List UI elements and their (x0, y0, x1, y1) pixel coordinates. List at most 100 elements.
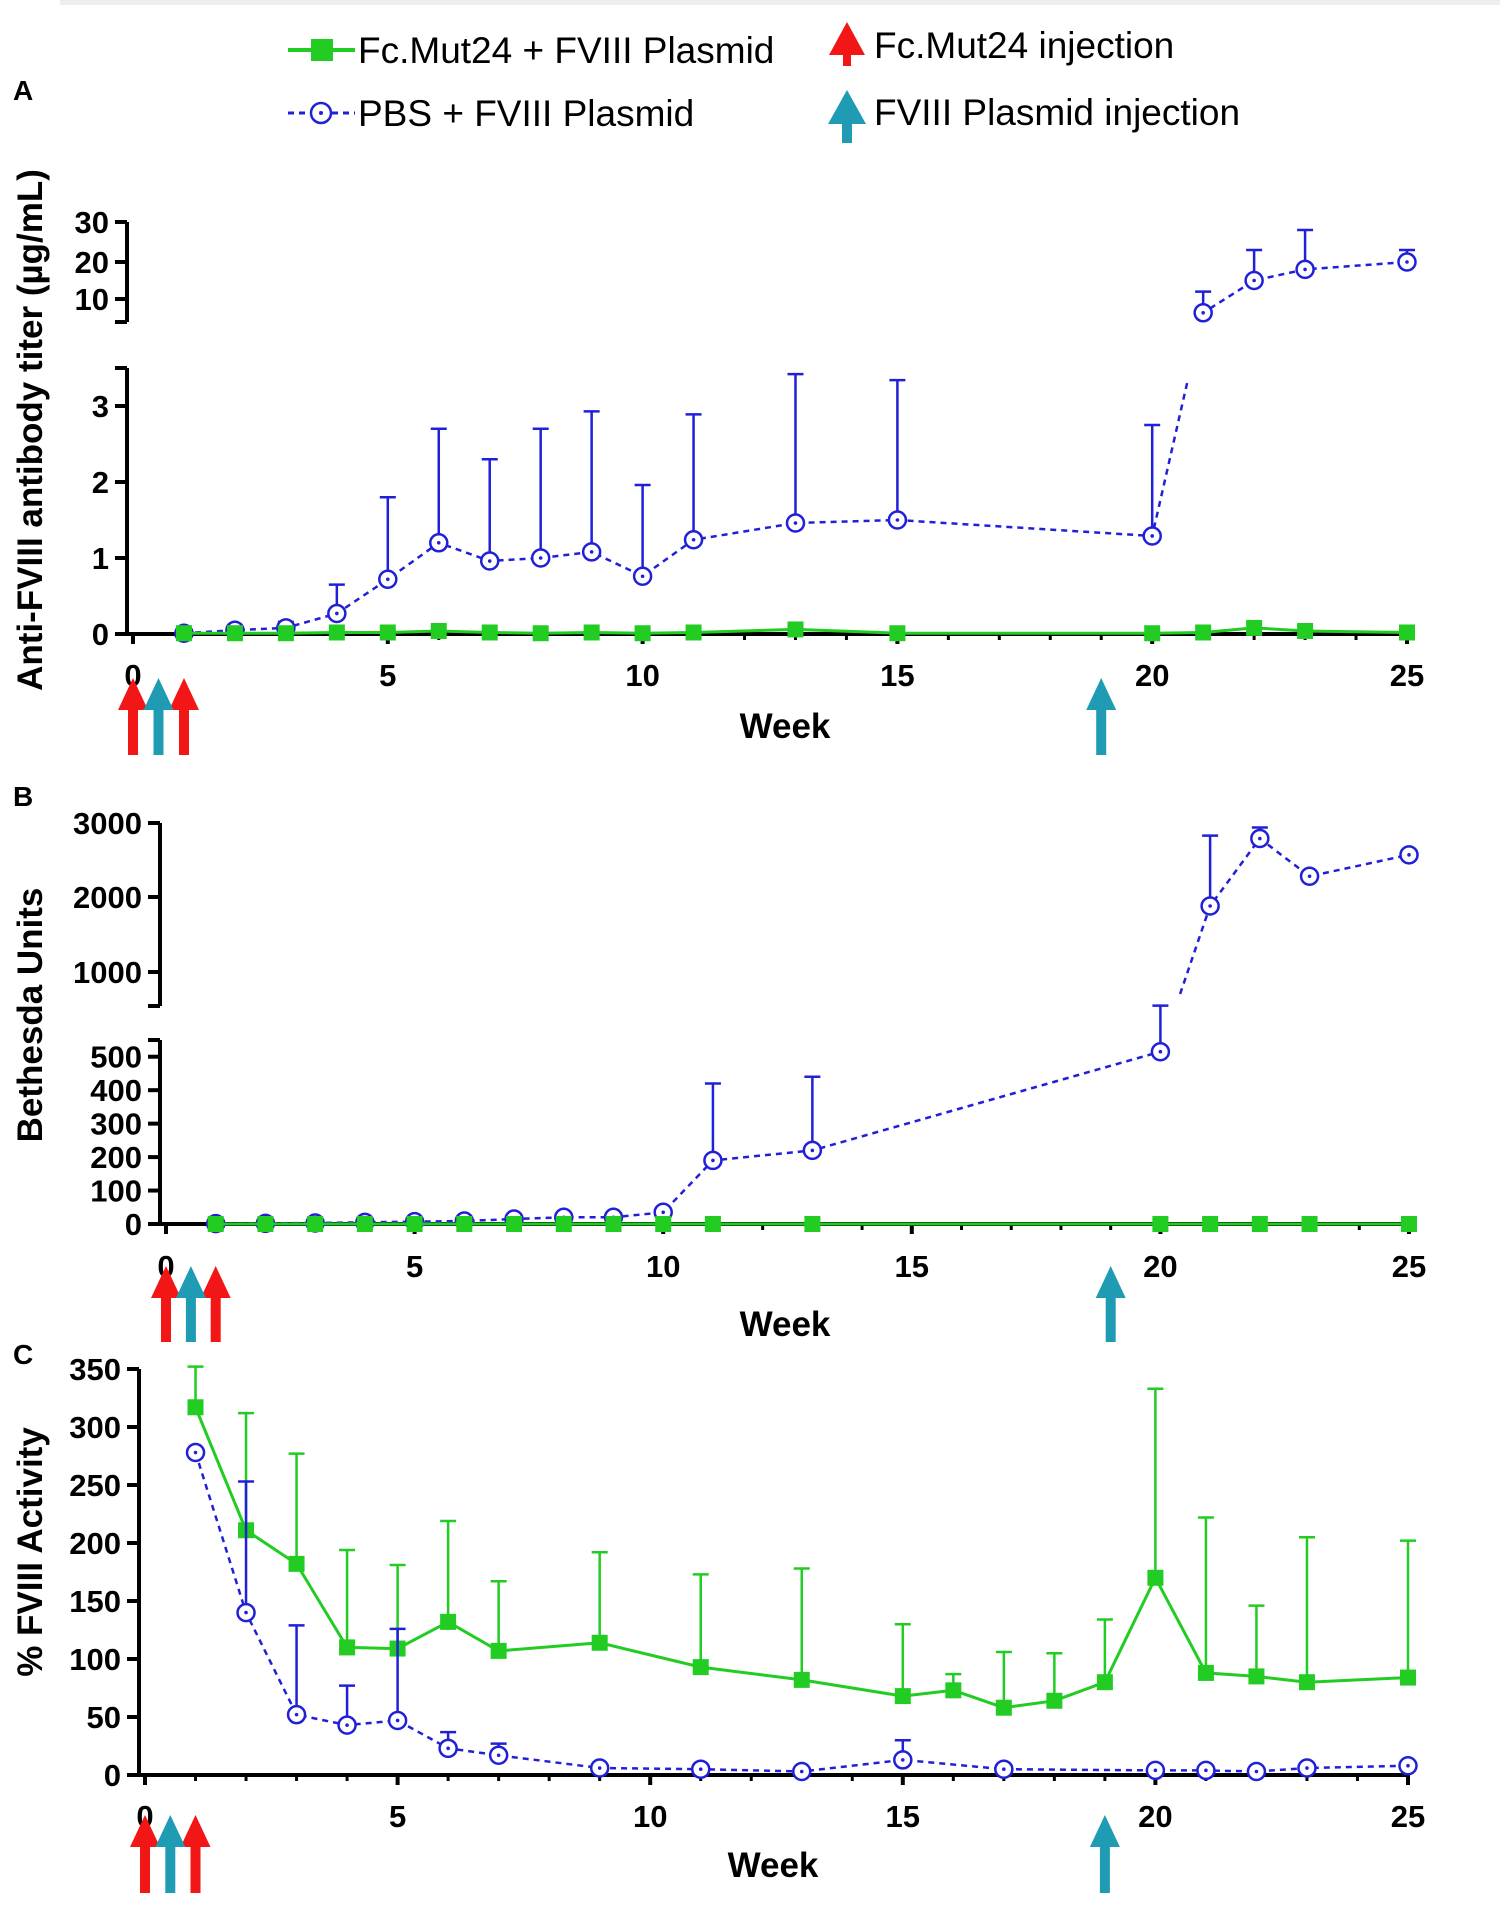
fc-series (207, 1216, 1417, 1232)
x-tick-label: 10 (646, 1249, 680, 1284)
data-point-square (277, 625, 294, 642)
data-point-circle (1398, 1755, 1418, 1776)
data-point-dot (538, 556, 543, 560)
data-point-square (1400, 1669, 1416, 1686)
data-point-circle (802, 1140, 823, 1161)
data-point-square (787, 621, 804, 638)
data-point-dot (810, 1148, 815, 1153)
data-point-dot (244, 1610, 248, 1615)
plasmid-injection-arrow-icon (1095, 1266, 1126, 1342)
legend: Fc.Mut24 + FVIII Plasmid PBS + FVIII Pla… (288, 22, 1240, 143)
data-point-circle (581, 542, 602, 562)
data-point-dot (294, 1712, 299, 1717)
y-tick-label: 250 (69, 1468, 121, 1503)
fc-injection-arrow-icon (180, 1815, 211, 1893)
data-point-square (704, 1216, 721, 1232)
legend-red-arrow-icon (829, 22, 865, 66)
fc-series (187, 1365, 1416, 1716)
data-point-square (1248, 1668, 1265, 1685)
data-point-dot (1258, 836, 1262, 841)
data-point-square (945, 1682, 962, 1699)
x-tick-label: 5 (389, 1799, 406, 1834)
fc-injection-arrow-icon (169, 678, 199, 755)
data-point-square (1399, 624, 1415, 641)
data-point-dot (1405, 260, 1409, 264)
data-point-circle (1150, 1041, 1171, 1062)
data-point-circle (632, 566, 653, 586)
x-tick-label: 15 (895, 1249, 929, 1284)
data-point-dot (1150, 534, 1154, 538)
x-tick-label: 10 (625, 658, 659, 693)
data-point-square (634, 625, 651, 642)
data-point-square (692, 1659, 709, 1676)
y-tick-label: 400 (90, 1073, 142, 1108)
x-tick-label: 25 (1391, 1799, 1425, 1834)
y-tick-label: 3 (92, 389, 109, 424)
data-point-dot (395, 1718, 400, 1723)
data-point-square (555, 1216, 572, 1232)
x-tick-label: 25 (1390, 658, 1424, 693)
data-point-circle (378, 569, 398, 590)
y-tick-label: 2000 (73, 880, 142, 915)
data-point-dot (487, 559, 492, 563)
series-line (215, 1049, 1163, 1225)
panel-b-ylabel: Bethesda Units (11, 888, 50, 1143)
data-point-dot (589, 550, 594, 554)
y-tick-label: 350 (69, 1352, 121, 1387)
data-point-dot (1407, 853, 1411, 857)
data-point-dot (1208, 904, 1212, 908)
y-tick-label: 200 (69, 1526, 121, 1561)
data-point-dot (1303, 267, 1307, 272)
fc-injection-arrow-icon (151, 1266, 181, 1342)
data-point-dot (436, 541, 441, 545)
x-tick-label: 10 (633, 1799, 667, 1834)
data-point-square (406, 1216, 423, 1232)
data-point-square (288, 1555, 305, 1572)
data-point-circle (1246, 1761, 1267, 1782)
plasmid-injection-arrow-icon (1089, 1815, 1120, 1893)
data-point-dot (1406, 1763, 1410, 1768)
panel-c-ylabel: % FVIII Activity (11, 1427, 50, 1677)
data-point-square (490, 1642, 507, 1659)
data-point-circle (286, 1704, 307, 1725)
data-point-dot (446, 1746, 450, 1751)
data-point-square (257, 1216, 274, 1232)
data-point-square (1297, 622, 1314, 639)
data-point-square (1195, 624, 1212, 641)
y-tick-label: 0 (104, 1758, 121, 1793)
fc-injection-arrow-icon (130, 1815, 160, 1893)
data-point-circle (1244, 270, 1264, 291)
data-point-circle (1196, 1760, 1216, 1781)
y-tick-label: 100 (90, 1174, 142, 1209)
x-tick-label: 5 (379, 658, 396, 693)
y-tick-label: 150 (69, 1584, 121, 1619)
data-point-square (1251, 1216, 1268, 1232)
panel-c-xlabel: Week (728, 1846, 819, 1885)
data-point-square (889, 625, 906, 642)
data-point-circle (1145, 1760, 1166, 1781)
data-point-dot (597, 1766, 602, 1770)
x-tick-label: 5 (406, 1249, 423, 1284)
panel-a-ylabel: Anti-FVIII antibody titer (µg/mL) (11, 169, 50, 691)
data-point-circle (589, 1758, 610, 1778)
data-point-dot (799, 1769, 804, 1774)
data-point-circle (327, 603, 347, 624)
data-point-circle (488, 1745, 509, 1766)
data-point-square (226, 625, 243, 642)
data-point-square (1246, 619, 1263, 636)
y-tick-label: 30 (75, 205, 109, 240)
y-tick-label: 200 (90, 1140, 142, 1175)
x-tick-label: 0 (124, 658, 141, 693)
data-point-dot (1002, 1767, 1006, 1771)
y-tick-label: 300 (69, 1410, 121, 1445)
data-point-circle (887, 510, 908, 530)
data-point-square (995, 1699, 1012, 1716)
data-point-square (532, 625, 549, 642)
data-point-circle (1299, 866, 1320, 887)
data-point-dot (1252, 278, 1256, 283)
data-point-square (481, 624, 498, 641)
data-point-circle (1200, 896, 1220, 916)
data-point-square (207, 1216, 224, 1232)
